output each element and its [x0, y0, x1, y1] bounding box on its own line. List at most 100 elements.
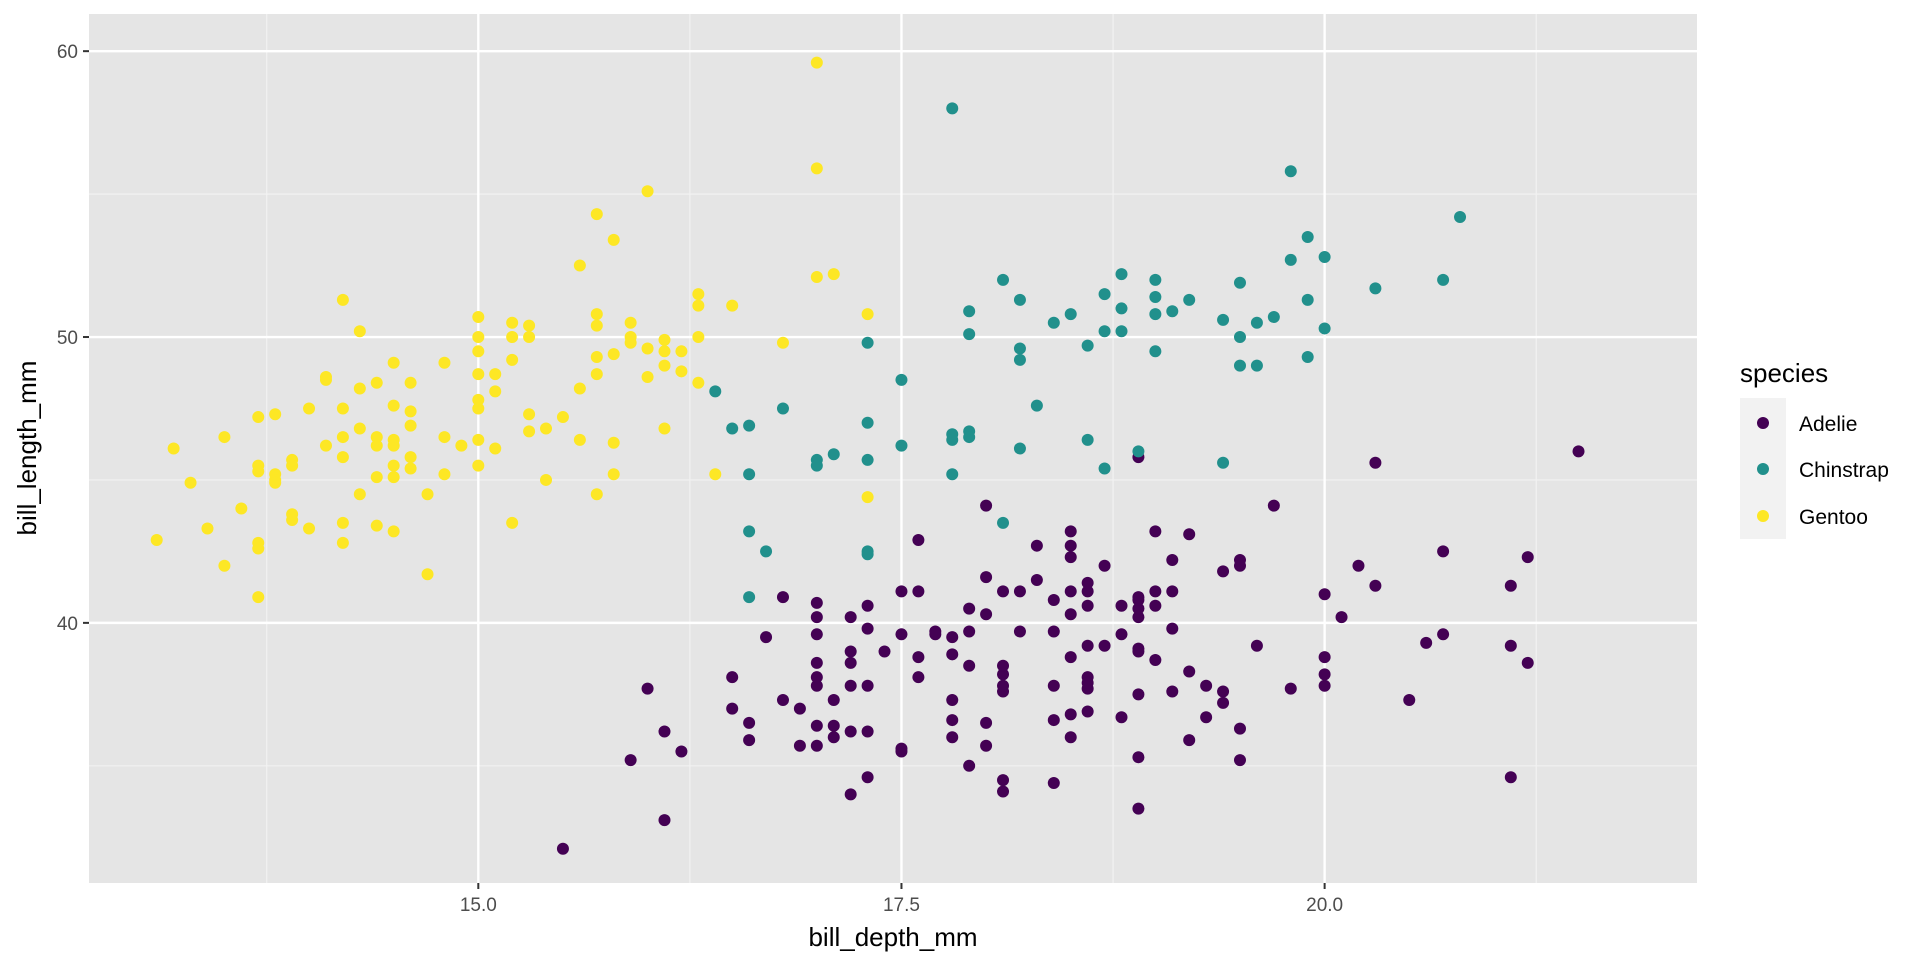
point-gentoo [675, 365, 688, 378]
point-adelie [1149, 599, 1162, 612]
point-chinstrap [963, 431, 976, 444]
point-gentoo [675, 345, 688, 358]
point-adelie [1013, 625, 1026, 638]
point-adelie [1081, 676, 1094, 689]
legend-key-chinstrap [1757, 463, 1769, 475]
point-gentoo [218, 431, 231, 444]
legend: species Adelie Chinstrap Gentoo [1740, 358, 1889, 539]
point-gentoo [590, 308, 603, 321]
point-gentoo [201, 522, 214, 535]
point-chinstrap [1149, 308, 1162, 321]
point-chinstrap [1098, 325, 1111, 338]
point-adelie [556, 842, 569, 855]
point-adelie [861, 725, 874, 738]
point-adelie [946, 631, 959, 644]
point-gentoo [472, 331, 485, 344]
point-gentoo [438, 356, 451, 369]
grid-minor [89, 14, 1697, 883]
point-gentoo [540, 473, 553, 486]
point-adelie [861, 771, 874, 784]
point-gentoo [421, 488, 434, 501]
legend-label-gentoo: Gentoo [1799, 506, 1868, 529]
point-adelie [861, 679, 874, 692]
point-adelie [793, 739, 806, 752]
point-chinstrap [726, 422, 739, 435]
point-gentoo [387, 525, 400, 538]
point-gentoo [506, 316, 519, 329]
point-gentoo [252, 591, 265, 604]
point-adelie [963, 602, 976, 615]
point-chinstrap [1183, 293, 1196, 306]
point-gentoo [167, 442, 180, 455]
point-gentoo [776, 336, 789, 349]
point-adelie [827, 719, 840, 732]
point-adelie [912, 651, 925, 664]
point-adelie [658, 814, 671, 827]
point-chinstrap [1233, 331, 1246, 344]
legend-label-adelie: Adelie [1799, 413, 1857, 436]
point-adelie [1284, 682, 1297, 695]
point-adelie [810, 596, 823, 609]
point-adelie [861, 622, 874, 635]
point-adelie [658, 725, 671, 738]
point-gentoo [641, 185, 654, 198]
point-gentoo [387, 459, 400, 472]
point-chinstrap [1115, 325, 1128, 338]
point-gentoo [506, 353, 519, 366]
point-chinstrap [1301, 230, 1314, 243]
point-gentoo [556, 411, 569, 424]
point-chinstrap [1267, 311, 1280, 324]
point-gentoo [523, 319, 536, 332]
point-adelie [1081, 599, 1094, 612]
point-adelie [1217, 565, 1230, 578]
point-gentoo [810, 56, 823, 69]
point-chinstrap [760, 545, 773, 558]
point-chinstrap [895, 373, 908, 386]
point-adelie [912, 533, 925, 546]
point-adelie [1098, 639, 1111, 652]
point-gentoo [692, 376, 705, 389]
x-axis-title: bill_depth_mm [808, 922, 977, 952]
point-gentoo [353, 488, 366, 501]
point-adelie [980, 571, 993, 584]
point-chinstrap [709, 385, 722, 398]
point-chinstrap [997, 273, 1010, 286]
point-gentoo [658, 345, 671, 358]
point-chinstrap [743, 591, 756, 604]
point-gentoo [472, 345, 485, 358]
point-adelie [1369, 456, 1382, 469]
point-adelie [946, 731, 959, 744]
point-adelie [1064, 651, 1077, 664]
point-adelie [1420, 636, 1433, 649]
point-gentoo [523, 408, 536, 421]
point-adelie [1098, 559, 1111, 572]
point-adelie [1183, 665, 1196, 678]
point-adelie [1504, 639, 1517, 652]
point-adelie [810, 679, 823, 692]
point-adelie [1318, 651, 1331, 664]
point-gentoo [472, 368, 485, 381]
point-adelie [980, 739, 993, 752]
point-adelie [1166, 585, 1179, 598]
point-chinstrap [1064, 308, 1077, 321]
point-adelie [1149, 525, 1162, 538]
y-tick-label: 40 [57, 614, 78, 635]
point-chinstrap [1132, 445, 1145, 458]
point-gentoo [319, 373, 332, 386]
point-gentoo [387, 471, 400, 484]
point-chinstrap [1081, 339, 1094, 352]
point-chinstrap [1013, 293, 1026, 306]
point-adelie [1217, 696, 1230, 709]
point-chinstrap [1030, 399, 1043, 412]
point-gentoo [421, 568, 434, 581]
point-adelie [946, 694, 959, 707]
point-adelie [1013, 585, 1026, 598]
point-adelie [1081, 639, 1094, 652]
point-chinstrap [946, 468, 959, 481]
point-chinstrap [1115, 268, 1128, 281]
legend-label-chinstrap: Chinstrap [1799, 459, 1889, 482]
point-gentoo [861, 308, 874, 321]
point-adelie [1521, 551, 1534, 564]
point-adelie [1064, 551, 1077, 564]
